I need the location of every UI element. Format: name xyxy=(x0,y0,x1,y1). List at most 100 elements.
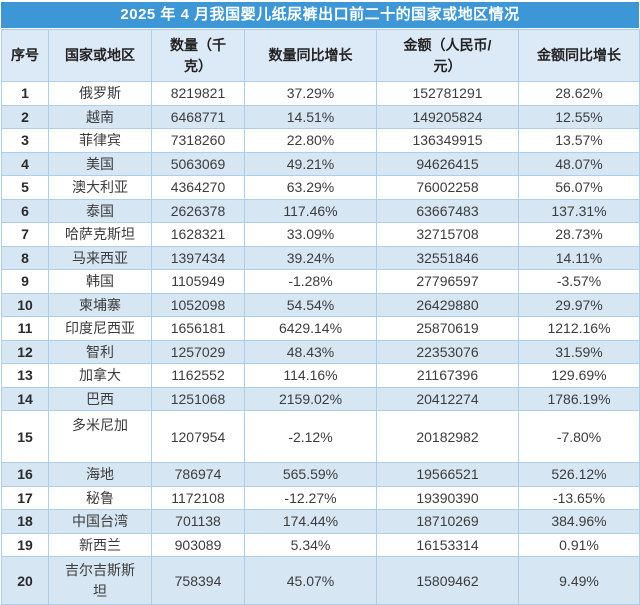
cell-value: 2 xyxy=(21,108,29,125)
cell-value: 15809462 xyxy=(416,572,479,589)
cell-value: 701138 xyxy=(175,513,221,530)
cell-value: 1172108 xyxy=(171,489,225,506)
col-header-amount-label: 金额（人民币/元） xyxy=(403,36,492,74)
amount-cell: 63667483 xyxy=(376,198,519,223)
cell-value: 1397434 xyxy=(170,249,226,266)
cell-value: 7318260 xyxy=(170,132,226,149)
country-cell: 越南 xyxy=(48,104,152,129)
amount-cell: 20182982 xyxy=(376,410,519,463)
amount-yoy-cell: 28.73% xyxy=(518,222,640,247)
amount-cell: 32551846 xyxy=(376,245,519,270)
cell-value: 31.59% xyxy=(555,343,603,360)
table-row: 5 澳大利亚 4364270 63.29% 76002258 56.07% xyxy=(1,175,640,200)
cell-value: 129.69% xyxy=(551,367,607,384)
rank-cell: 10 xyxy=(1,292,49,317)
cell-value: 137.31% xyxy=(551,202,607,219)
amount-yoy-cell: 384.96% xyxy=(518,509,640,534)
rank-cell: 3 xyxy=(1,128,49,153)
cell-value: 16153314 xyxy=(416,536,479,553)
quantity-cell: 1397434 xyxy=(151,245,245,270)
quantity-cell: 1172108 xyxy=(151,485,245,510)
amount-yoy-cell: 9.49% xyxy=(518,556,640,605)
quantity-cell: 1105949 xyxy=(151,269,245,294)
cell-value: 14 xyxy=(17,390,33,407)
country-cell: 澳大利亚 xyxy=(48,175,152,200)
cell-value: 1105949 xyxy=(171,273,225,290)
cell-value: 16 xyxy=(17,466,33,483)
cell-value: 8219821 xyxy=(170,85,226,102)
quantity-yoy-cell: 174.44% xyxy=(244,509,377,534)
amount-yoy-cell: 1786.19% xyxy=(518,386,640,411)
amount-cell: 19566521 xyxy=(376,462,519,487)
col-header-amount: 金额（人民币/元） xyxy=(376,29,519,82)
amount-yoy-cell: 14.11% xyxy=(518,245,640,270)
table-row: 2 越南 6468771 14.51% 149205824 12.55% xyxy=(1,104,640,129)
quantity-cell: 786974 xyxy=(151,462,245,487)
quantity-cell: 1207954 xyxy=(151,410,245,463)
cell-value: 18 xyxy=(17,513,33,530)
country-label: 韩国 xyxy=(86,273,114,290)
cell-value: 32715708 xyxy=(416,226,479,243)
rank-cell: 13 xyxy=(1,363,49,388)
cell-value: 136349915 xyxy=(412,132,483,149)
table-row: 1 俄罗斯 8219821 37.29% 152781291 28.62% xyxy=(1,81,640,106)
cell-value: 94626415 xyxy=(416,155,479,172)
quantity-yoy-cell: 22.80% xyxy=(244,128,377,153)
quantity-cell: 4364270 xyxy=(151,175,245,200)
cell-value: 48.43% xyxy=(286,343,335,360)
amount-cell: 152781291 xyxy=(376,81,519,106)
cell-value: 3 xyxy=(21,132,29,149)
quantity-yoy-cell: 117.46% xyxy=(244,198,377,223)
cell-value: 4 xyxy=(21,155,29,172)
country-label: 中国台湾 xyxy=(72,513,128,530)
cell-value: 1052098 xyxy=(170,296,226,313)
cell-value: 54.54% xyxy=(286,296,335,313)
amount-cell: 15809462 xyxy=(376,556,519,605)
cell-value: 1212.16% xyxy=(547,320,611,337)
country-cell: 多米尼加 xyxy=(48,410,152,463)
cell-value: 13 xyxy=(17,367,33,384)
country-cell: 俄罗斯 xyxy=(48,81,152,106)
country-cell: 马来西亚 xyxy=(48,245,152,270)
amount-yoy-cell: -7.80% xyxy=(518,410,640,463)
quantity-cell: 701138 xyxy=(151,509,245,534)
country-cell: 泰国 xyxy=(48,198,152,223)
country-cell: 秘鲁 xyxy=(48,485,152,510)
amount-yoy-cell: -3.57% xyxy=(518,269,640,294)
cell-value: -1.28% xyxy=(288,273,333,290)
amount-yoy-cell: 1212.16% xyxy=(518,316,640,341)
col-header-country: 国家或地区 xyxy=(48,29,152,82)
amount-cell: 20412274 xyxy=(376,386,519,411)
cell-value: 10 xyxy=(17,296,33,313)
cell-value: -12.27% xyxy=(284,489,337,506)
col-header-amount-yoy-label: 金额同比增长 xyxy=(537,47,621,63)
cell-value: 29.97% xyxy=(555,296,603,313)
cell-value: 27796597 xyxy=(416,273,479,290)
quantity-cell: 1628321 xyxy=(151,222,245,247)
cell-value: 2626378 xyxy=(170,202,226,219)
quantity-yoy-cell: 565.59% xyxy=(244,462,377,487)
country-cell: 美国 xyxy=(48,151,152,176)
country-label: 智利 xyxy=(86,343,114,360)
rank-cell: 12 xyxy=(1,339,49,364)
country-cell: 中国台湾 xyxy=(48,509,152,534)
cell-value: 1162552 xyxy=(171,367,225,384)
col-header-rank-label: 序号 xyxy=(11,47,39,63)
rank-cell: 14 xyxy=(1,386,49,411)
quantity-cell: 1656181 xyxy=(151,316,245,341)
table-row: 8 马来西亚 1397434 39.24% 32551846 14.11% xyxy=(1,245,640,270)
cell-value: 20412274 xyxy=(416,390,479,407)
cell-value: -13.65% xyxy=(552,489,606,506)
cell-value: 63.29% xyxy=(286,179,335,196)
col-header-amount-yoy: 金额同比增长 xyxy=(518,29,640,82)
cell-value: 20 xyxy=(17,572,33,589)
cell-value: 9 xyxy=(21,273,29,290)
rank-cell: 15 xyxy=(1,410,49,463)
quantity-yoy-cell: 39.24% xyxy=(244,245,377,270)
country-label: 泰国 xyxy=(86,202,114,219)
country-label: 越南 xyxy=(86,108,114,125)
country-label: 俄罗斯 xyxy=(79,85,121,102)
country-label: 多米尼加 xyxy=(72,417,128,433)
cell-value: 786974 xyxy=(174,466,222,483)
